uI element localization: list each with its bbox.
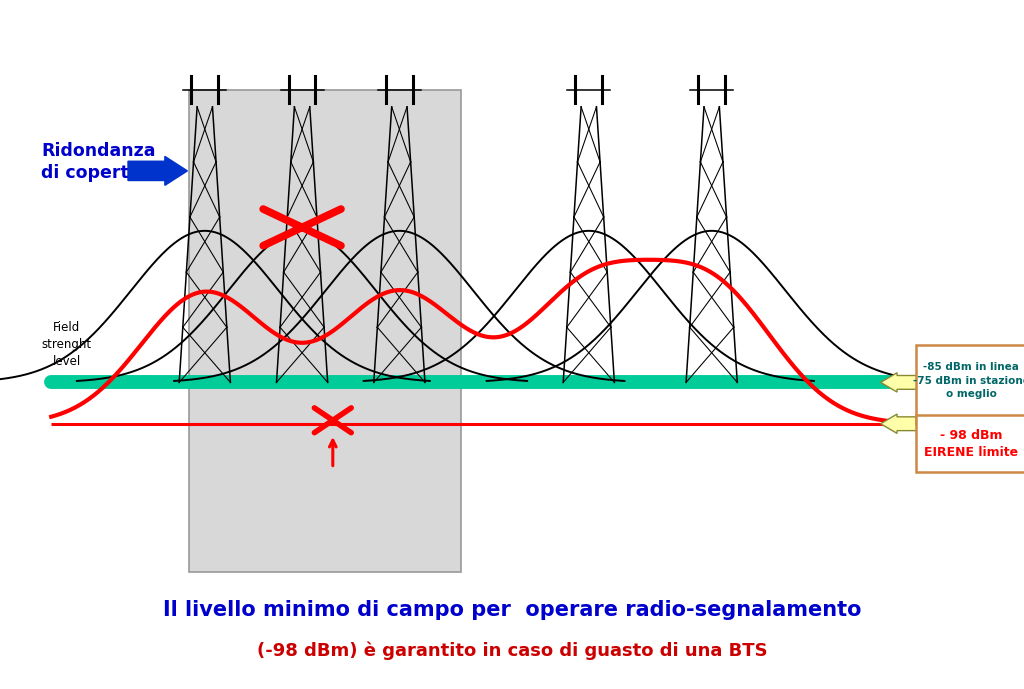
Text: -85 dBm in linea
-75 dBm in stazione
o meglio: -85 dBm in linea -75 dBm in stazione o m…: [912, 362, 1024, 399]
Text: Ridondanza
di copertura: Ridondanza di copertura: [41, 142, 162, 182]
FancyArrow shape: [881, 414, 920, 433]
FancyBboxPatch shape: [916, 344, 1024, 424]
FancyArrow shape: [128, 156, 187, 185]
Text: (-98 dBm) è garantito in caso di guasto di una BTS: (-98 dBm) è garantito in caso di guasto …: [257, 642, 767, 660]
Text: Il livello minimo di campo per  operare radio-segnalamento: Il livello minimo di campo per operare r…: [163, 599, 861, 620]
Text: - 98 dBm
EIRENE limite: - 98 dBm EIRENE limite: [925, 429, 1018, 459]
FancyBboxPatch shape: [916, 415, 1024, 472]
FancyArrow shape: [881, 373, 920, 392]
Bar: [189, 90, 461, 572]
Text: Field
strenght
level: Field strenght level: [42, 321, 91, 368]
